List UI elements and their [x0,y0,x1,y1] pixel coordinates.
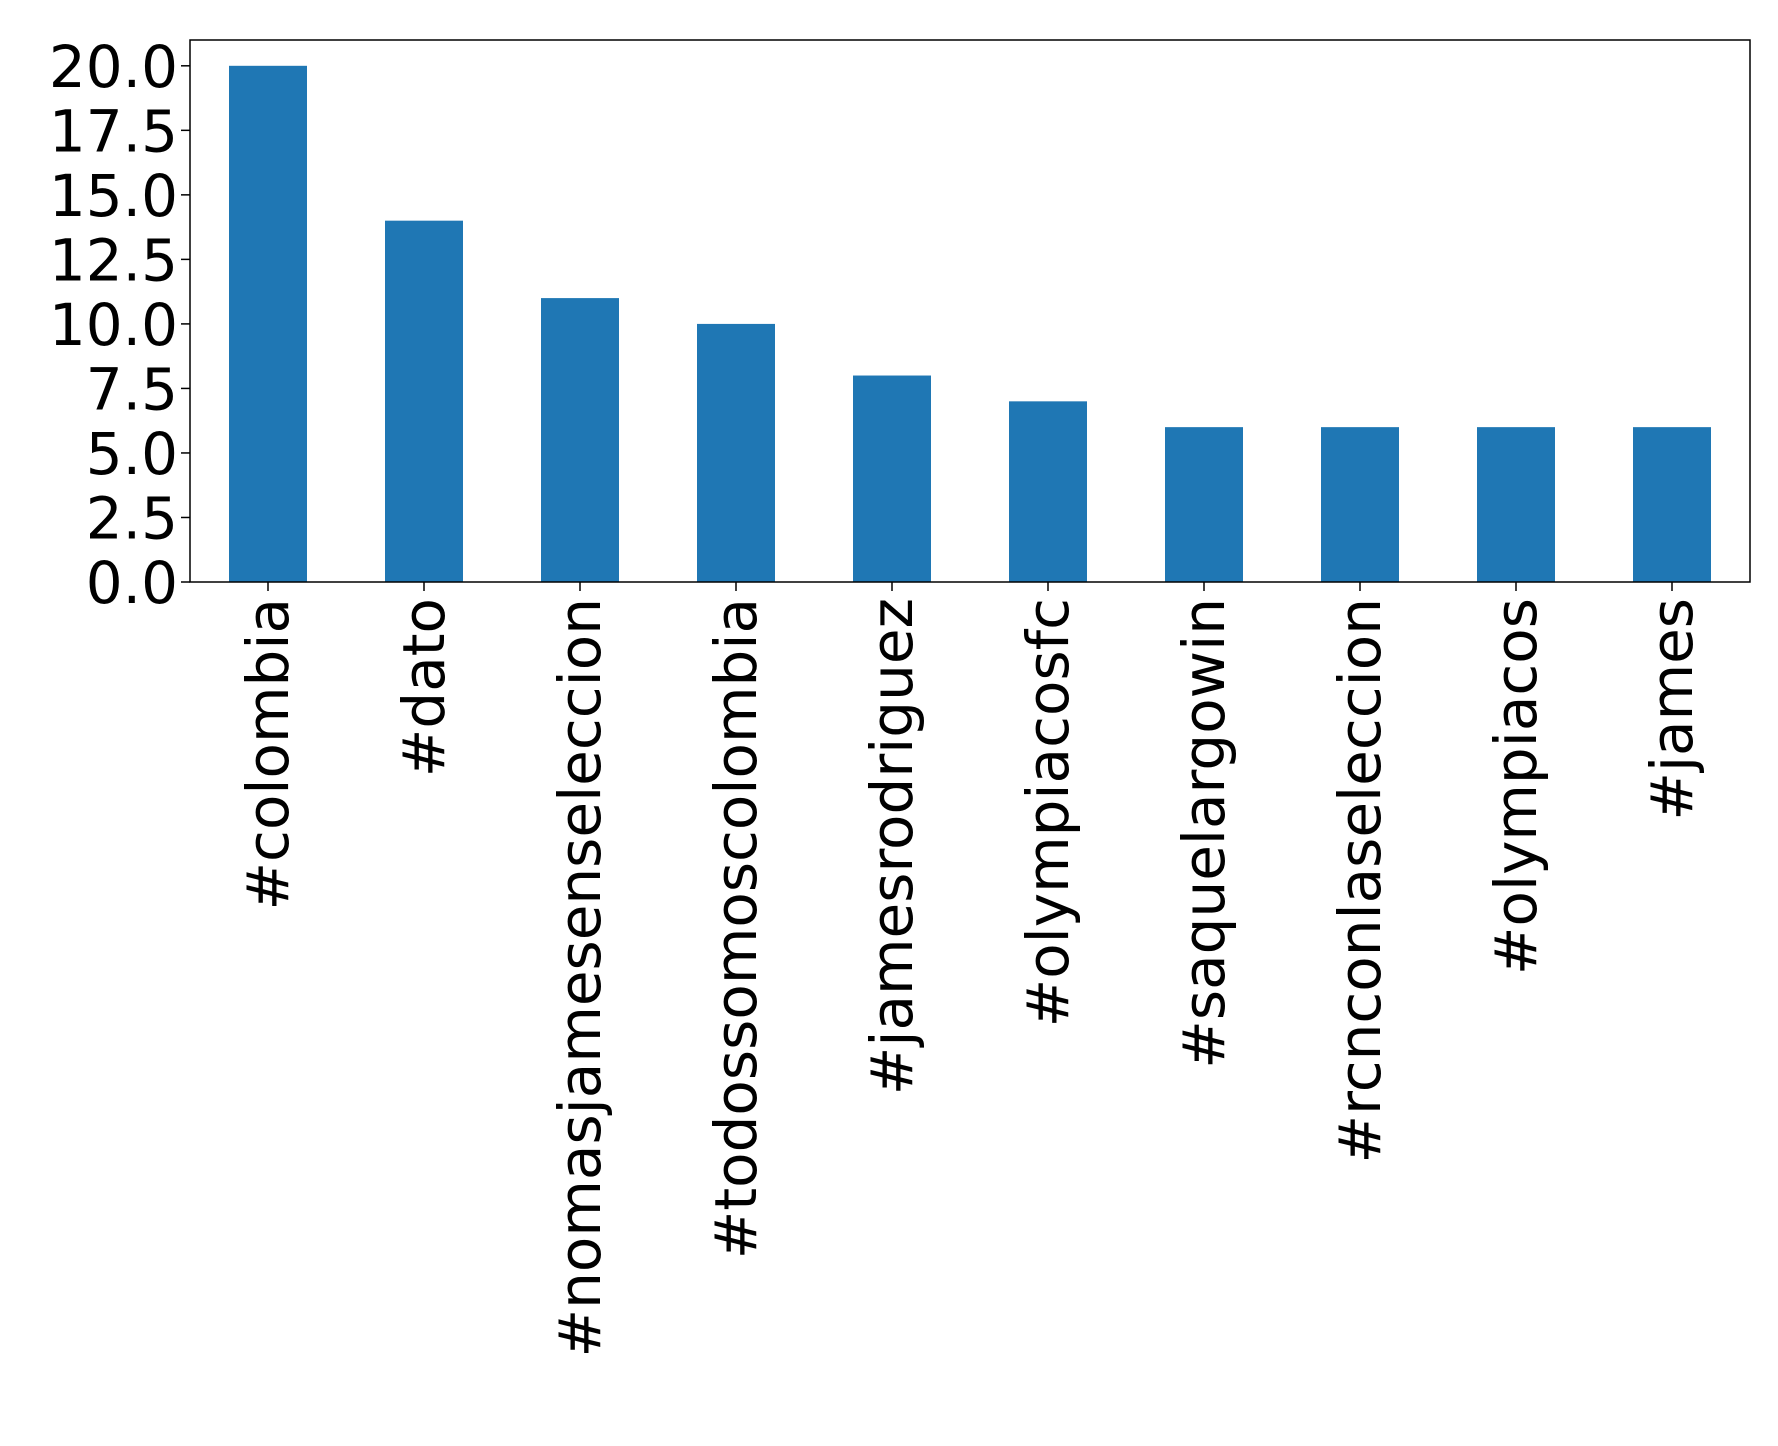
y-tick-label: 2.5 [86,484,178,552]
y-tick-label: 20.0 [49,33,178,101]
bar-todossomoscolombia [697,323,775,582]
y-tick-label: 5.0 [86,420,178,488]
y-tick-label: 7.5 [86,355,178,423]
bar-nomasjamesenseleccion [541,298,619,582]
bar-dato [385,220,463,582]
bar-saquelargowin [1165,427,1243,582]
x-tick-label: #saquelargowin [1170,598,1238,1069]
x-tick-label: #dato [390,598,458,777]
x-tick-label: #rcnconlaseleccion [1326,598,1394,1163]
bar-james [1633,427,1711,582]
bar-colombia [229,65,307,583]
x-tick-label: #olympiacos [1482,598,1550,975]
x-tick-label: #james [1638,598,1706,821]
bar-olympiacos [1477,427,1555,582]
bar-olympiacosfc [1009,401,1087,582]
y-axis: 0.02.55.07.510.012.515.017.520.0 [49,33,190,617]
y-tick-label: 17.5 [49,97,178,165]
x-axis: #colombia #dato #nomasjamesenseleccion #tod… [234,582,1706,1357]
x-tick-label: #jamesrodriguez [858,598,926,1095]
bar-rcnconlaseleccion [1321,427,1399,582]
y-tick-label: 12.5 [49,226,178,294]
y-tick-label: 10.0 [49,291,178,359]
y-tick-label: 0.0 [86,549,178,617]
bar-jamesrodriguez [853,375,931,582]
bars-group [229,65,1711,583]
x-tick-label: #nomasjamesenseleccion [546,598,614,1357]
y-tick-label: 15.0 [49,162,178,230]
x-tick-label: #todossomoscolombia [702,598,770,1259]
plot-frame [189,39,1751,583]
x-tick-label: #olympiacosfc [1014,598,1082,1027]
x-tick-label: #colombia [234,598,302,911]
